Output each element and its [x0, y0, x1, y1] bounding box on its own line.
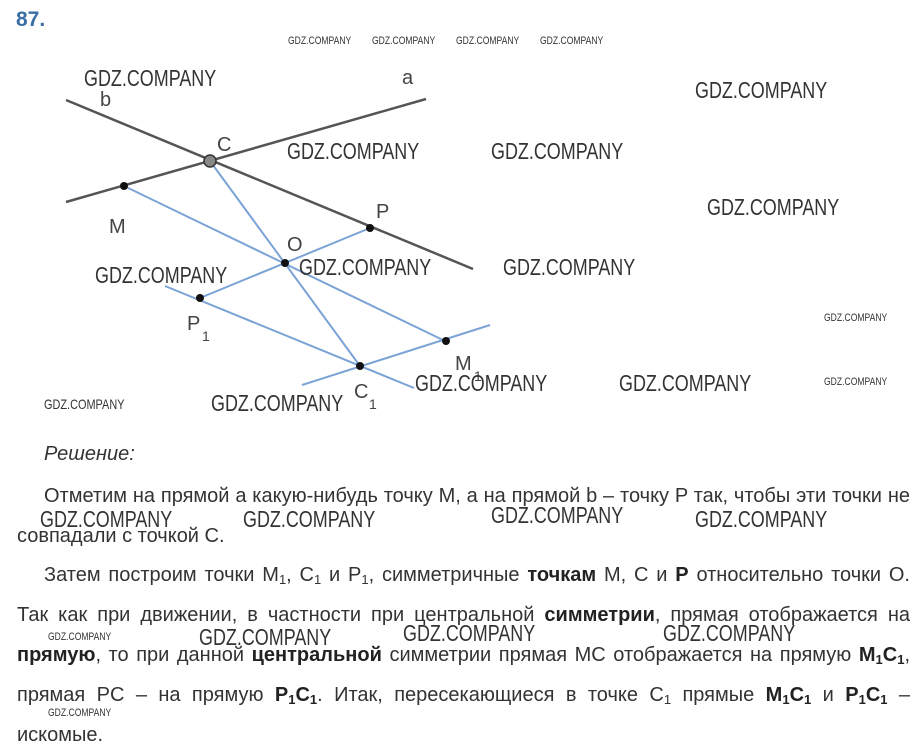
point-p1 — [196, 294, 204, 302]
watermark: GDZ.COMPANY — [372, 35, 436, 47]
label-c1: C — [354, 381, 368, 403]
watermark: GDZ.COMPANY — [491, 502, 624, 528]
watermark: GDZ.COMPANY — [211, 390, 344, 416]
watermark: GDZ.COMPANY — [695, 77, 828, 103]
watermark: GDZ.COMPANY — [456, 35, 520, 47]
point-c1 — [356, 362, 364, 370]
watermark: GDZ.COMPANY — [243, 506, 376, 532]
label-c1-sub: 1 — [369, 396, 377, 412]
watermark: GDZ.COMPANY — [48, 707, 112, 719]
label-m: M — [109, 216, 126, 238]
solution-paragraph-1: Отметим на прямой a какую-нибудь точку M… — [17, 485, 910, 547]
watermark: GDZ.COMPANY — [540, 35, 604, 47]
label-p1: P — [187, 313, 200, 335]
solution-heading: Решение: — [44, 443, 135, 465]
point-c — [203, 154, 217, 168]
label-a: a — [402, 67, 414, 89]
watermark: GDZ.COMPANY — [199, 624, 332, 650]
point-m — [120, 182, 128, 190]
watermark: GDZ.COMPANY — [40, 506, 173, 532]
label-p1-sub: 1 — [202, 328, 210, 344]
line-b — [65, 98, 474, 271]
watermark: GDZ.COMPANY — [403, 620, 536, 646]
watermark: GDZ.COMPANY — [287, 138, 420, 164]
watermark: GDZ.COMPANY — [707, 194, 840, 220]
watermark: GDZ.COMPANY — [824, 376, 888, 388]
label-c: C — [217, 134, 231, 156]
point-o — [281, 259, 289, 267]
watermark: GDZ.COMPANY — [619, 370, 752, 396]
line-p1c1 — [164, 285, 415, 389]
watermark: GDZ.COMPANY — [491, 138, 624, 164]
watermark: GDZ.COMPANY — [95, 262, 228, 288]
label-b: b — [100, 89, 111, 111]
watermark: GDZ.COMPANY — [84, 65, 217, 91]
point-m1 — [442, 337, 450, 345]
line-m1c1 — [301, 324, 491, 386]
watermark: GDZ.COMPANY — [48, 631, 112, 643]
label-m1: M — [455, 353, 472, 375]
solution-paragraph-2: Затем построим точки M1, С1 и P1, симмет… — [17, 564, 911, 746]
label-o: O — [287, 234, 303, 256]
watermark: GDZ.COMPANY — [503, 254, 636, 280]
geometry-figure: a b C M P O P 1 C 1 M 1 — [65, 67, 491, 412]
watermark: GDZ.COMPANY — [824, 312, 888, 324]
point-p — [366, 224, 374, 232]
watermark: GDZ.COMPANY — [415, 370, 548, 396]
watermark: GDZ.COMPANY — [299, 254, 432, 280]
problem-number: 87. — [16, 8, 46, 31]
watermark: GDZ.COMPANY — [288, 35, 352, 47]
watermark: GDZ.COMPANY — [695, 506, 828, 532]
watermark: GDZ.COMPANY — [44, 396, 125, 412]
label-m1-sub: 1 — [474, 368, 482, 384]
watermark: GDZ.COMPANY — [663, 620, 796, 646]
label-p: P — [376, 201, 389, 223]
